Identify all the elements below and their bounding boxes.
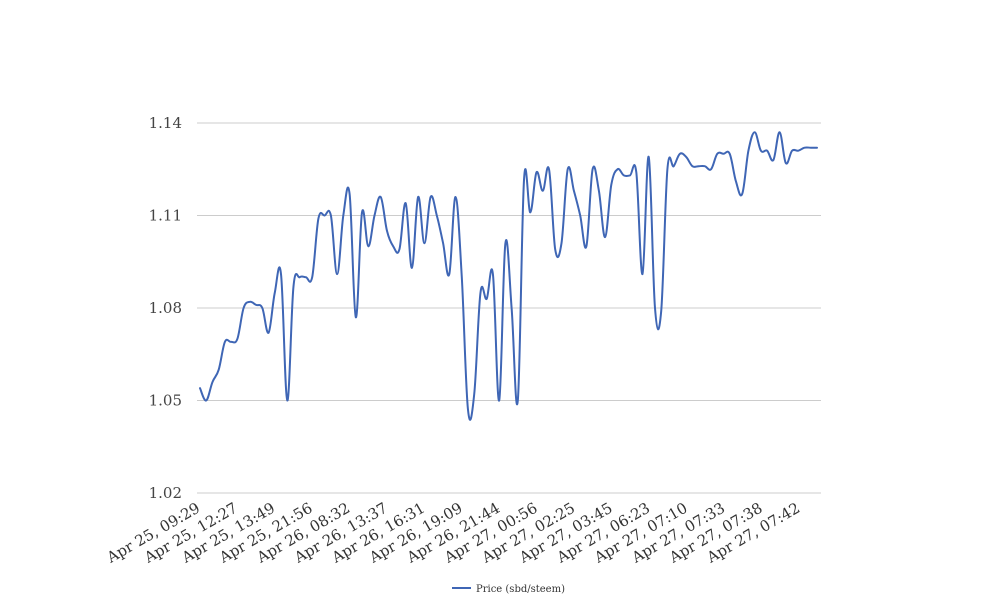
legend[interactable]: Price (sbd/steem) [452, 584, 565, 595]
y-tick-label: 1.05 [149, 392, 182, 410]
legend-label: Price (sbd/steem) [476, 584, 565, 595]
y-tick-label: 1.14 [149, 114, 182, 132]
series-layer [199, 131, 818, 421]
y-tick-label: 1.11 [149, 207, 182, 225]
y-tick-label: 1.02 [149, 484, 182, 502]
y-axis-tick-labels: 1.02 1.05 1.08 1.11 1.14 [149, 114, 182, 502]
grid-lines [197, 122, 821, 494]
series-line-price [199, 131, 818, 421]
y-tick-label: 1.08 [149, 299, 182, 317]
